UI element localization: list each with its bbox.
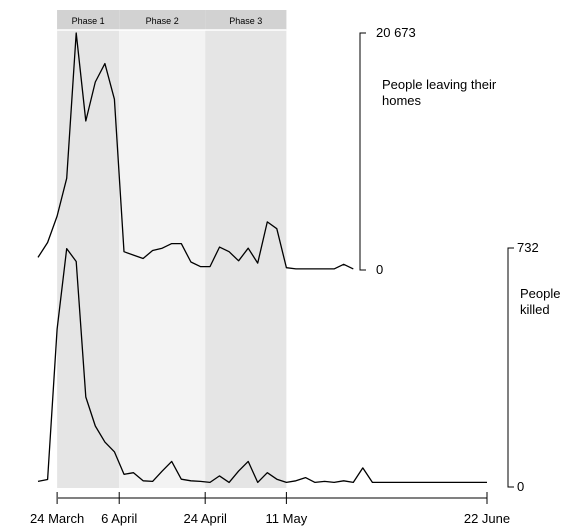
- bottom-y-min-label: 0: [517, 479, 524, 494]
- series-line-2: [37, 247, 487, 484]
- phase-header-3: [205, 10, 287, 30]
- top-y-axis: [359, 32, 366, 271]
- x-tick-label-5: 22 June: [464, 511, 510, 526]
- series-line-1: [37, 32, 354, 270]
- top-y-min-label: 0: [376, 262, 383, 277]
- x-tick-label-3: 24 April: [183, 511, 226, 526]
- series-lines: [37, 32, 487, 484]
- top-y-max-label: 20 673: [376, 25, 416, 40]
- bottom-series-annotation: 732 0 People killed: [507, 240, 564, 494]
- phase-bands: Phase 1 Phase 2 Phase 3: [57, 10, 287, 488]
- phase-band-2: [119, 10, 206, 488]
- phase-label-1: Phase 1: [72, 16, 105, 26]
- x-tick-label-1: 24 March: [30, 511, 84, 526]
- x-tick-label-4: 11 May: [266, 511, 308, 526]
- bottom-y-max-label: 732: [517, 240, 539, 255]
- phase-band-3: [205, 10, 287, 488]
- x-tick-label-2: 6 April: [101, 511, 137, 526]
- phase-header-2: [119, 10, 206, 30]
- bottom-y-axis: [507, 247, 514, 488]
- top-series-annotation: 20 673 0 People leaving their homes: [359, 25, 500, 277]
- bottom-series-name: People killed: [520, 286, 564, 317]
- phase-label-2: Phase 2: [146, 16, 179, 26]
- x-axis: 24 March 6 April 24 April 11 May 22 June: [30, 492, 510, 526]
- phase-label-3: Phase 3: [229, 16, 262, 26]
- phase-header-1: [57, 10, 120, 30]
- top-series-name: People leaving their homes: [382, 77, 500, 108]
